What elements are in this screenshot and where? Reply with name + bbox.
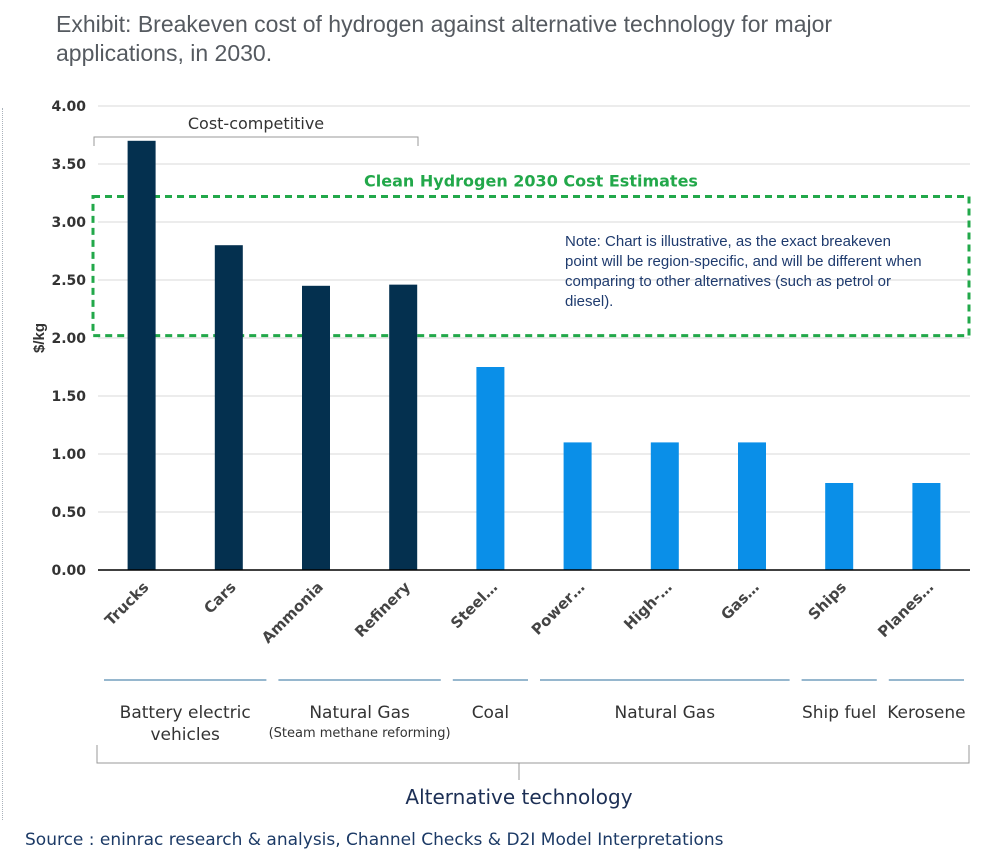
alternative-technology-bracket-line: [96, 745, 970, 780]
bar-ships: [825, 483, 854, 570]
y-axis-ticks: 0.00 0.50 1.00 1.50 2.00 2.50 3.00 3.50 4.00: [51, 99, 86, 579]
y-tick-label: 4.00: [51, 99, 86, 115]
group-label: Coal: [472, 703, 509, 723]
chart-title: Exhibit: Breakeven cost of hydrogen agai…: [56, 11, 833, 66]
y-axis-label: $/kg: [31, 323, 48, 353]
y-tick-label: 1.50: [51, 389, 86, 405]
alternative-technology-label: Alternative technology: [405, 785, 632, 809]
bar-power: [563, 442, 592, 570]
y-tick-label: 0.50: [51, 505, 86, 521]
x-tick-label: Gas…: [717, 578, 763, 624]
bar-planes: [912, 483, 941, 570]
cost-competitive-bracket-line: [93, 136, 419, 146]
x-tick-label: Power…: [528, 578, 589, 639]
y-tick-label: 3.50: [51, 157, 86, 173]
cost-competitive-bracket: Cost-competitive: [93, 114, 419, 146]
x-tick-label: Trucks: [101, 578, 152, 629]
bar-cars: [214, 245, 243, 570]
group-sublabel: (Steam methane reforming): [269, 726, 451, 741]
y-tick-label: 2.00: [51, 331, 86, 347]
technology-groups: Battery electric vehicles Natural Gas (Stea…: [104, 679, 966, 745]
bar-ammonia: [302, 285, 330, 570]
y-tick-label: 0.00: [51, 563, 86, 579]
group-label: Ship fuel: [802, 703, 876, 723]
bars: [127, 140, 941, 571]
illustrative-note: Note: Chart is illustrative, as the exac…: [565, 233, 922, 310]
left-divider: [2, 108, 3, 820]
group-label: Kerosene: [887, 703, 965, 723]
source-text: Source : eninrac research & analysis, Ch…: [25, 830, 724, 850]
x-axis-labels: Trucks Cars Ammonia Refinery Steel… Power… Hig…: [101, 578, 937, 647]
y-tick-label: 1.00: [51, 447, 86, 463]
x-tick-label: Cars: [200, 578, 239, 617]
estimate-region: Clean Hydrogen 2030 Cost Estimates: [91, 171, 971, 338]
x-tick-label: Ships: [805, 578, 851, 624]
bar-high: [650, 442, 679, 570]
group-label: Natural Gas: [309, 703, 410, 723]
x-tick-label: Refinery: [351, 578, 414, 641]
cost-competitive-label: Cost-competitive: [188, 114, 324, 133]
bar-steel: [476, 367, 505, 570]
x-tick-label: Ammonia: [258, 578, 327, 647]
grid-lines: [98, 105, 970, 513]
x-tick-label: High-…: [620, 578, 675, 633]
y-tick-label: 3.00: [51, 215, 86, 231]
bar-gas: [738, 442, 766, 570]
estimate-box: [91, 194, 971, 338]
alternative-technology-bracket: Alternative technology: [96, 745, 970, 809]
y-tick-label: 2.50: [51, 273, 86, 289]
x-tick-label: Planes…: [874, 578, 937, 641]
group-label: Battery electric vehicles: [120, 703, 251, 745]
x-tick-label: Steel…: [447, 578, 501, 632]
bar-refinery: [389, 284, 418, 570]
group-label: Natural Gas: [615, 703, 716, 723]
bar-trucks: [127, 140, 156, 571]
estimate-box-label: Clean Hydrogen 2030 Cost Estimates: [364, 171, 698, 190]
